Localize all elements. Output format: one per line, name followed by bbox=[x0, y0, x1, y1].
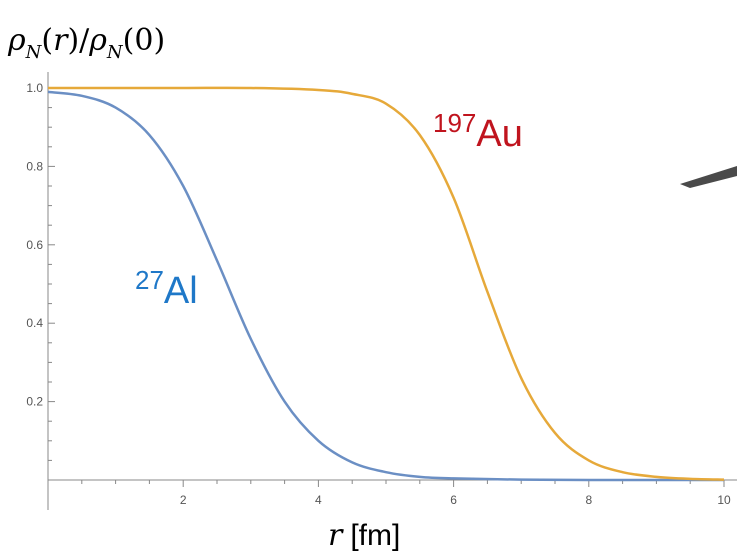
x-tick-label: 10 bbox=[717, 493, 731, 507]
series-label-al: 27Al bbox=[135, 265, 198, 312]
y-tick-label: 0.4 bbox=[26, 316, 43, 330]
series-label-au: 197Au bbox=[433, 108, 523, 155]
series bbox=[47, 86, 725, 482]
x-tick-label: 6 bbox=[450, 493, 457, 507]
x-tick-label: 4 bbox=[315, 493, 322, 507]
y-tick-label: 0.8 bbox=[26, 159, 43, 173]
y-tick-label: 1.0 bbox=[26, 81, 43, 95]
x-tick-label: 2 bbox=[180, 493, 187, 507]
pointer-arrow-icon bbox=[680, 166, 737, 188]
x-axis-title: r [fm] bbox=[328, 518, 400, 553]
ticks: 2 4 6 8 10 0.2 0.4 0.6 0.8 1.0 bbox=[26, 81, 731, 507]
x-tick-label: 8 bbox=[585, 493, 592, 507]
y-tick-label: 0.2 bbox=[26, 395, 43, 409]
y-tick-label: 0.6 bbox=[26, 238, 43, 252]
series-line-au bbox=[47, 86, 725, 481]
y-axis-title: ρN(r)/ρN(0) bbox=[7, 23, 165, 63]
series-line-al bbox=[47, 90, 725, 482]
